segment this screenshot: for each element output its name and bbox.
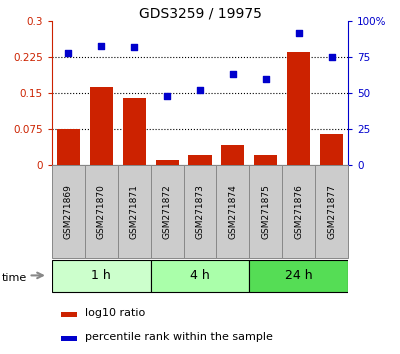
Text: time: time [2,273,27,283]
Point [262,76,269,81]
Bar [151,165,184,258]
Bar [151,260,249,292]
Title: GDS3259 / 19975: GDS3259 / 19975 [138,6,262,20]
Point [296,30,302,35]
Text: GSM271873: GSM271873 [196,184,204,239]
Point [65,50,72,56]
Text: GSM271877: GSM271877 [327,184,336,239]
Bar [61,312,77,317]
Text: GSM271875: GSM271875 [261,184,270,239]
Point [230,72,236,77]
Text: GSM271874: GSM271874 [228,184,237,239]
Point [164,93,170,99]
Bar [320,133,343,165]
Point [328,54,335,60]
Bar [216,165,249,258]
Bar [156,160,179,165]
Point [197,87,203,93]
Bar [61,336,77,341]
Text: 4 h: 4 h [190,269,210,282]
Bar [282,165,315,258]
Text: 1 h: 1 h [92,269,111,282]
Bar [254,155,277,165]
Point [98,43,104,48]
Bar [118,165,151,258]
Bar [184,165,216,258]
Text: 24 h: 24 h [285,269,312,282]
Bar [188,155,212,165]
Text: GSM271872: GSM271872 [163,184,172,239]
Bar [52,260,151,292]
Bar [90,87,113,165]
Text: GSM271871: GSM271871 [130,184,139,239]
Bar [123,98,146,165]
Bar [249,165,282,258]
Bar [287,52,310,165]
Bar [315,165,348,258]
Text: percentile rank within the sample: percentile rank within the sample [84,332,272,342]
Bar [85,165,118,258]
Bar [52,165,85,258]
Text: GSM271870: GSM271870 [97,184,106,239]
Point [131,44,138,50]
Bar [221,145,244,165]
Text: log10 ratio: log10 ratio [84,308,145,318]
Bar [57,129,80,165]
Text: GSM271876: GSM271876 [294,184,303,239]
Text: GSM271869: GSM271869 [64,184,73,239]
Bar [249,260,348,292]
